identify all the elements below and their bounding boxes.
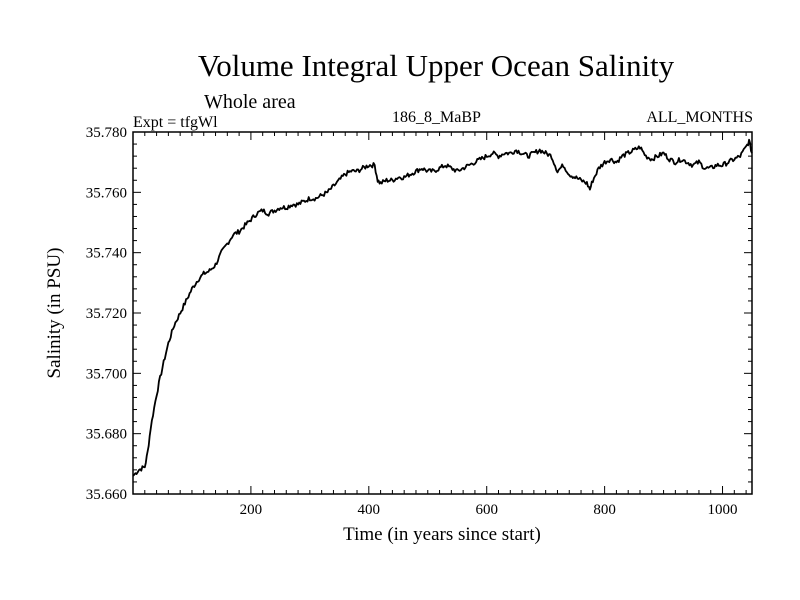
chart-title: Volume Integral Upper Ocean Salinity: [197, 48, 675, 83]
chart-subtitle: Whole area: [204, 91, 296, 113]
x-tick-label: 800: [593, 502, 616, 518]
experiment-label: Expt = tfgWl: [133, 114, 218, 131]
y-tick-label: 35.760: [86, 185, 127, 201]
y-tick-label: 35.780: [86, 125, 127, 141]
y-tick-label: 35.660: [86, 487, 127, 503]
axis-ticks: [133, 131, 752, 495]
x-tick-label: 200: [240, 502, 263, 518]
plot-frame: [132, 131, 753, 495]
x-axis-label: Time (in years since start): [343, 524, 541, 545]
x-tick-label: 1000: [708, 502, 738, 518]
tick-labels: 200 400 600 800 1000 35.660 35.680 35.700 35.720…: [86, 125, 738, 518]
period-label: ALL_MONTHS: [646, 109, 753, 126]
run-id-label: 186_8_MaBP: [392, 109, 481, 126]
salinity-series-line: [132, 138, 753, 477]
x-tick-label: 600: [475, 502, 498, 518]
y-tick-label: 35.740: [86, 246, 127, 262]
y-tick-label: 35.720: [86, 306, 127, 322]
y-tick-label: 35.700: [86, 366, 127, 382]
y-axis-label: Salinity (in PSU): [44, 248, 65, 379]
y-tick-label: 35.680: [86, 427, 127, 443]
x-tick-label: 400: [358, 502, 381, 518]
